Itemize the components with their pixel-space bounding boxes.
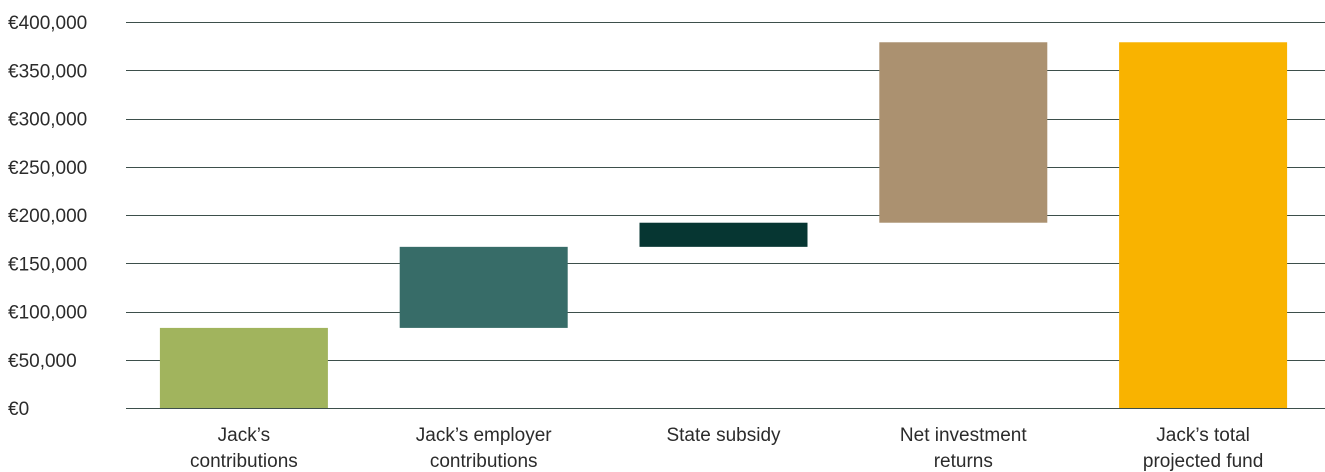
x-category-label-line: projected fund bbox=[1143, 451, 1263, 472]
y-tick-label: €50,000 bbox=[8, 351, 77, 372]
bar bbox=[159, 327, 328, 408]
bar bbox=[1119, 42, 1288, 408]
x-category-label-line: State subsidy bbox=[666, 425, 781, 446]
y-tick-label: €100,000 bbox=[8, 303, 87, 324]
x-category-label-line: returns bbox=[934, 451, 993, 472]
y-tick-label: €300,000 bbox=[8, 110, 87, 131]
y-tick-label: €250,000 bbox=[8, 158, 87, 179]
bar bbox=[879, 42, 1048, 223]
x-category-label-line: Jack’s total bbox=[1156, 425, 1250, 446]
y-tick-label: €150,000 bbox=[8, 254, 87, 275]
x-category-label: Jack’s contributions bbox=[190, 425, 298, 472]
x-category-label: Jack’s total projected fund bbox=[1143, 425, 1263, 472]
y-axis-tick-labels: €0 €50,000 €100,000 €150,000 €200,000 €250,00… bbox=[8, 13, 87, 420]
bar bbox=[639, 222, 808, 247]
x-category-label-line: Jack’s employer bbox=[416, 425, 553, 446]
x-category-label: State subsidy bbox=[666, 425, 781, 446]
x-category-label: Jack’s employer contributions bbox=[416, 425, 553, 472]
bar bbox=[399, 246, 568, 328]
x-category-label-line: Net investment bbox=[900, 425, 1027, 446]
bars bbox=[159, 42, 1288, 408]
y-tick-label: €0 bbox=[8, 399, 29, 420]
x-category-label-line: contributions bbox=[430, 451, 538, 472]
x-axis-category-labels: Jack’s contributions Jack’s employer contri… bbox=[190, 425, 1263, 472]
y-tick-label: €400,000 bbox=[8, 13, 87, 34]
x-category-label: Net investment returns bbox=[900, 425, 1027, 472]
y-tick-label: €200,000 bbox=[8, 206, 87, 227]
x-category-label-line: Jack’s bbox=[218, 425, 270, 446]
x-category-label-line: contributions bbox=[190, 451, 298, 472]
y-tick-label: €350,000 bbox=[8, 61, 87, 82]
